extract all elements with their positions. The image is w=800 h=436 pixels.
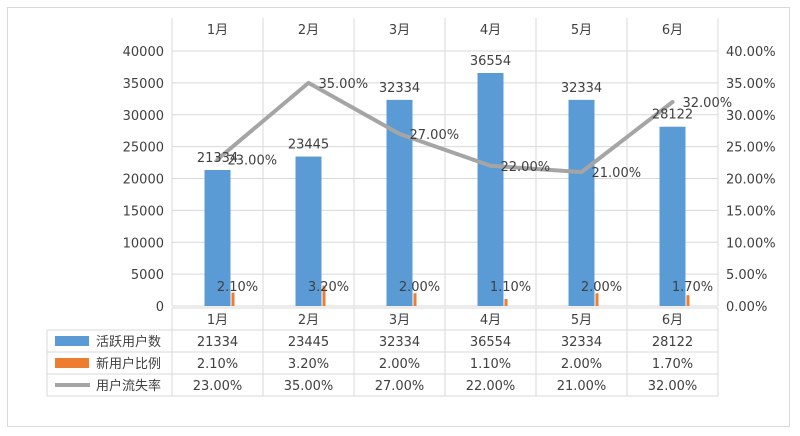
table-cell: 22.00% <box>466 379 516 394</box>
data-label-active-users: 21334 <box>197 151 238 166</box>
y-left-tick-label: 10000 <box>123 236 164 251</box>
legend-series-name: 活跃用户数 <box>96 334 161 350</box>
y-right-tick-label: 0.00% <box>726 300 767 315</box>
bar-new-user-ratio <box>322 285 326 306</box>
data-label-active-users: 28122 <box>652 108 693 123</box>
data-label-churn-rate: 32.00% <box>683 96 733 111</box>
top-category-label: 2月 <box>298 23 319 38</box>
table-cell: 28122 <box>652 335 693 350</box>
table-cell: 36554 <box>470 335 511 350</box>
legend-key-new-user-ratio <box>55 358 89 368</box>
table-cell: 32334 <box>561 335 602 350</box>
table-category-label: 6月 <box>662 313 683 328</box>
legend-key-active-users <box>55 336 89 346</box>
y-left-tick-label: 15000 <box>123 204 164 219</box>
y-left-tick-label: 40000 <box>123 45 164 60</box>
point-churn-rate <box>398 132 401 136</box>
point-churn-rate <box>489 164 492 168</box>
data-label-churn-rate: 27.00% <box>410 128 460 143</box>
bar-new-user-ratio <box>231 292 235 306</box>
table-cell: 21334 <box>197 335 238 350</box>
data-label-churn-rate: 22.00% <box>501 160 551 175</box>
top-category-label: 5月 <box>571 23 592 38</box>
table-cell: 3.20% <box>288 357 329 372</box>
y-right-tick-label: 35.00% <box>726 77 776 92</box>
top-category-label: 3月 <box>389 23 410 38</box>
table-cell: 21.00% <box>557 379 607 394</box>
table-cell: 1.10% <box>470 357 511 372</box>
chart-frame <box>7 7 790 427</box>
table-cell: 32.00% <box>648 379 698 394</box>
table-cell: 2.00% <box>561 357 602 372</box>
y-left-tick-label: 35000 <box>123 77 164 92</box>
data-label-new-user-ratio: 3.20% <box>308 280 349 295</box>
bar-active-users <box>204 169 231 306</box>
table-cell: 32334 <box>379 335 420 350</box>
table-cell: 35.00% <box>284 379 334 394</box>
data-label-churn-rate: 35.00% <box>319 77 369 92</box>
bar-active-users <box>477 72 504 306</box>
point-churn-rate <box>307 81 310 85</box>
y-right-tick-label: 30.00% <box>726 109 776 124</box>
data-label-active-users: 23445 <box>288 138 329 153</box>
data-label-active-users: 36554 <box>470 54 511 69</box>
y-right-tick-label: 20.00% <box>726 173 776 188</box>
table-cell: 27.00% <box>375 379 425 394</box>
data-label-churn-rate: 21.00% <box>592 166 642 181</box>
table-cell: 1.70% <box>652 357 693 372</box>
table-category-label: 2月 <box>298 313 319 328</box>
legend-series-name: 用户流失率 <box>96 378 161 394</box>
point-churn-rate <box>580 170 583 174</box>
data-label-new-user-ratio: 1.10% <box>490 280 531 295</box>
y-right-tick-label: 15.00% <box>726 204 776 219</box>
point-churn-rate <box>671 100 674 104</box>
table-cell: 23445 <box>288 335 329 350</box>
bar-active-users <box>568 99 595 306</box>
y-right-tick-label: 25.00% <box>726 141 776 156</box>
point-churn-rate <box>216 157 219 161</box>
table-cell: 23.00% <box>193 379 243 394</box>
y-left-tick-label: 25000 <box>123 141 164 156</box>
bar-new-user-ratio <box>504 298 508 306</box>
table-category-label: 3月 <box>389 313 410 328</box>
top-category-label: 4月 <box>480 23 501 38</box>
table-cell: 2.00% <box>379 357 420 372</box>
y-left-tick-label: 5000 <box>131 268 164 283</box>
bar-new-user-ratio <box>686 295 690 306</box>
data-label-new-user-ratio: 2.00% <box>581 280 622 295</box>
table-category-label: 1月 <box>207 313 228 328</box>
bar-new-user-ratio <box>413 293 417 306</box>
bar-active-users <box>295 156 322 306</box>
top-category-label: 1月 <box>207 23 228 38</box>
data-label-churn-rate: 23.00% <box>228 153 278 168</box>
bar-new-user-ratio <box>595 293 599 306</box>
legend-series-name: 新用户比例 <box>96 356 161 372</box>
y-left-tick-label: 20000 <box>123 173 164 188</box>
data-label-new-user-ratio: 2.10% <box>217 280 258 295</box>
y-right-tick-label: 5.00% <box>726 268 767 283</box>
table-category-label: 5月 <box>571 313 592 328</box>
top-category-label: 6月 <box>662 23 683 38</box>
table-category-label: 4月 <box>480 313 501 328</box>
data-label-new-user-ratio: 2.00% <box>399 280 440 295</box>
bar-active-users <box>659 126 686 306</box>
data-label-active-users: 32334 <box>561 81 602 96</box>
line-churn-rate <box>215 80 675 175</box>
data-label-new-user-ratio: 1.70% <box>672 280 713 295</box>
y-left-tick-label: 0 <box>156 300 164 315</box>
table-cell: 2.10% <box>197 357 238 372</box>
y-left-tick-label: 30000 <box>123 109 164 124</box>
y-right-tick-label: 40.00% <box>726 45 776 60</box>
data-label-active-users: 32334 <box>379 81 420 96</box>
y-right-tick-label: 10.00% <box>726 236 776 251</box>
